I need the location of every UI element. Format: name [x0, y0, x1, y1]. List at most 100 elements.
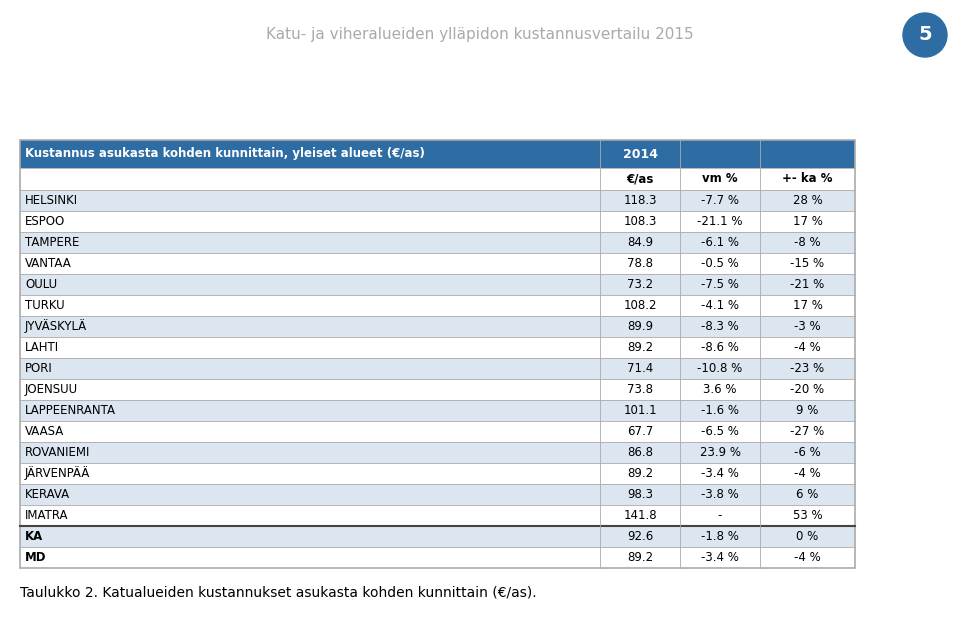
Text: 108.3: 108.3 — [623, 215, 657, 228]
Text: 141.8: 141.8 — [623, 509, 657, 522]
Bar — [20, 168, 855, 190]
Text: 23.9 %: 23.9 % — [700, 446, 740, 459]
Text: VAASA: VAASA — [25, 425, 64, 438]
Text: -8.3 %: -8.3 % — [701, 320, 739, 333]
Bar — [20, 379, 855, 400]
Text: 86.8: 86.8 — [627, 446, 653, 459]
Text: 118.3: 118.3 — [623, 194, 657, 207]
Bar — [20, 140, 855, 568]
Text: 53 %: 53 % — [793, 509, 823, 522]
Bar — [20, 442, 855, 463]
Text: €/as: €/as — [626, 173, 654, 185]
Bar — [20, 526, 855, 547]
Text: -15 %: -15 % — [790, 257, 825, 270]
Text: -23 %: -23 % — [790, 362, 825, 375]
Bar — [20, 358, 855, 379]
Text: -4 %: -4 % — [794, 467, 821, 480]
Text: VANTAA: VANTAA — [25, 257, 72, 270]
Bar — [20, 232, 855, 253]
Text: JÄRVENPÄÄ: JÄRVENPÄÄ — [25, 466, 90, 480]
Text: 89.2: 89.2 — [627, 551, 653, 564]
Bar — [20, 295, 855, 316]
Text: 0 %: 0 % — [797, 530, 819, 543]
Bar — [20, 316, 855, 337]
Text: 73.8: 73.8 — [627, 383, 653, 396]
Text: KERAVA: KERAVA — [25, 488, 70, 501]
Bar — [20, 211, 855, 232]
Text: -7.7 %: -7.7 % — [701, 194, 739, 207]
Bar — [20, 505, 855, 526]
Text: 2014: 2014 — [622, 148, 658, 161]
Bar — [20, 484, 855, 505]
Text: 89.9: 89.9 — [627, 320, 653, 333]
Text: LAHTI: LAHTI — [25, 341, 60, 354]
Text: 92.6: 92.6 — [627, 530, 653, 543]
Text: 101.1: 101.1 — [623, 404, 657, 417]
Text: HELSINKI: HELSINKI — [25, 194, 78, 207]
Text: OULU: OULU — [25, 278, 58, 291]
Bar — [20, 421, 855, 442]
Text: -3 %: -3 % — [794, 320, 821, 333]
Text: -1.6 %: -1.6 % — [701, 404, 739, 417]
Text: ROVANIEMI: ROVANIEMI — [25, 446, 90, 459]
Text: -: - — [718, 509, 722, 522]
Text: TAMPERE: TAMPERE — [25, 236, 80, 249]
Text: -6.1 %: -6.1 % — [701, 236, 739, 249]
Text: MD: MD — [25, 551, 46, 564]
Bar — [20, 253, 855, 274]
Text: PORI: PORI — [25, 362, 53, 375]
Text: JYVÄSKYLÄ: JYVÄSKYLÄ — [25, 320, 87, 334]
Text: 3.6 %: 3.6 % — [704, 383, 736, 396]
Text: vm %: vm % — [702, 173, 738, 185]
Text: IMATRA: IMATRA — [25, 509, 68, 522]
Text: 28 %: 28 % — [793, 194, 823, 207]
Text: -4 %: -4 % — [794, 341, 821, 354]
Bar — [20, 547, 855, 568]
Text: -0.5 %: -0.5 % — [701, 257, 739, 270]
Text: ESPOO: ESPOO — [25, 215, 65, 228]
Bar — [20, 400, 855, 421]
Text: LAPPEENRANTA: LAPPEENRANTA — [25, 404, 116, 417]
Text: -1.8 %: -1.8 % — [701, 530, 739, 543]
Text: 84.9: 84.9 — [627, 236, 653, 249]
Text: 9 %: 9 % — [796, 404, 819, 417]
Text: -6.5 %: -6.5 % — [701, 425, 739, 438]
Text: TURKU: TURKU — [25, 299, 64, 312]
Text: -3.4 %: -3.4 % — [701, 551, 739, 564]
Text: -8 %: -8 % — [794, 236, 821, 249]
Text: 71.4: 71.4 — [627, 362, 653, 375]
Text: 17 %: 17 % — [793, 215, 823, 228]
Text: Katu- ja viheralueiden ylläpidon kustannusvertailu 2015: Katu- ja viheralueiden ylläpidon kustann… — [266, 27, 694, 43]
Text: JOENSUU: JOENSUU — [25, 383, 78, 396]
Text: -6 %: -6 % — [794, 446, 821, 459]
Text: 89.2: 89.2 — [627, 467, 653, 480]
Text: 67.7: 67.7 — [627, 425, 653, 438]
Text: 89.2: 89.2 — [627, 341, 653, 354]
Bar — [20, 337, 855, 358]
Text: -8.6 %: -8.6 % — [701, 341, 739, 354]
Bar — [20, 463, 855, 484]
Text: Kustannus asukasta kohden kunnittain, yleiset alueet (€/as): Kustannus asukasta kohden kunnittain, yl… — [25, 148, 425, 161]
Text: 17 %: 17 % — [793, 299, 823, 312]
Text: 73.2: 73.2 — [627, 278, 653, 291]
Text: Taulukko 2. Katualueiden kustannukset asukasta kohden kunnittain (€/as).: Taulukko 2. Katualueiden kustannukset as… — [20, 586, 537, 600]
Text: -3.4 %: -3.4 % — [701, 467, 739, 480]
Text: -21 %: -21 % — [790, 278, 825, 291]
Circle shape — [903, 13, 947, 57]
Text: -4 %: -4 % — [794, 551, 821, 564]
Text: 78.8: 78.8 — [627, 257, 653, 270]
Bar — [20, 274, 855, 295]
Text: -7.5 %: -7.5 % — [701, 278, 739, 291]
Text: -20 %: -20 % — [790, 383, 825, 396]
Text: KA: KA — [25, 530, 43, 543]
Text: +- ka %: +- ka % — [782, 173, 832, 185]
Text: -10.8 %: -10.8 % — [697, 362, 743, 375]
Text: 6 %: 6 % — [796, 488, 819, 501]
Text: 108.2: 108.2 — [623, 299, 657, 312]
Bar — [20, 140, 855, 168]
Text: -3.8 %: -3.8 % — [701, 488, 739, 501]
Text: 98.3: 98.3 — [627, 488, 653, 501]
Bar — [20, 190, 855, 211]
Text: -4.1 %: -4.1 % — [701, 299, 739, 312]
Text: -27 %: -27 % — [790, 425, 825, 438]
